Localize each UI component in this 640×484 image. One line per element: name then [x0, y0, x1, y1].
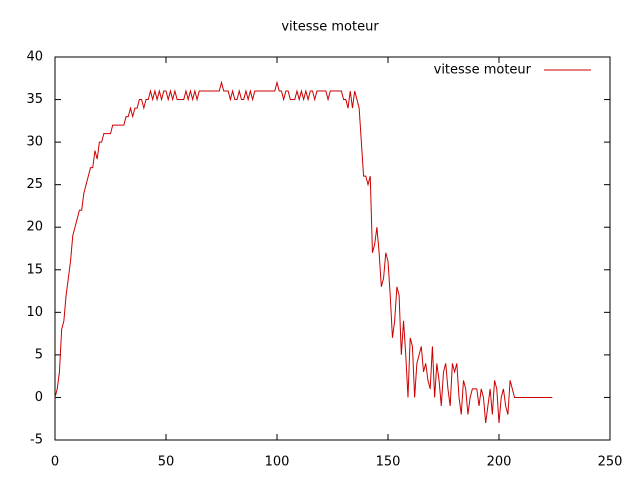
plot-frame: [54, 56, 611, 441]
data-line: [54, 80, 553, 424]
y-tick-label: 35: [26, 92, 43, 107]
x-tick-label: 100: [265, 455, 290, 470]
y-tick-label: 20: [26, 220, 43, 235]
x-tick-label: 50: [158, 455, 175, 470]
legend-label: vitesse moteur: [434, 63, 532, 78]
y-tick-label: -5: [30, 433, 43, 448]
x-tick-label: 0: [51, 455, 59, 470]
y-tick-label: 15: [26, 262, 43, 277]
x-tick-label: 200: [487, 455, 512, 470]
y-tick-label: 5: [35, 347, 43, 362]
y-tick-label: 0: [35, 390, 43, 405]
x-tick-label: 250: [598, 455, 623, 470]
y-tick-label: 10: [26, 305, 43, 320]
chart-title: vitesse moteur: [281, 20, 379, 35]
y-tick-label: 25: [26, 177, 43, 192]
y-tick-label: 40: [26, 50, 43, 65]
x-tick-label: 150: [376, 455, 401, 470]
y-tick-label: 30: [26, 135, 43, 150]
